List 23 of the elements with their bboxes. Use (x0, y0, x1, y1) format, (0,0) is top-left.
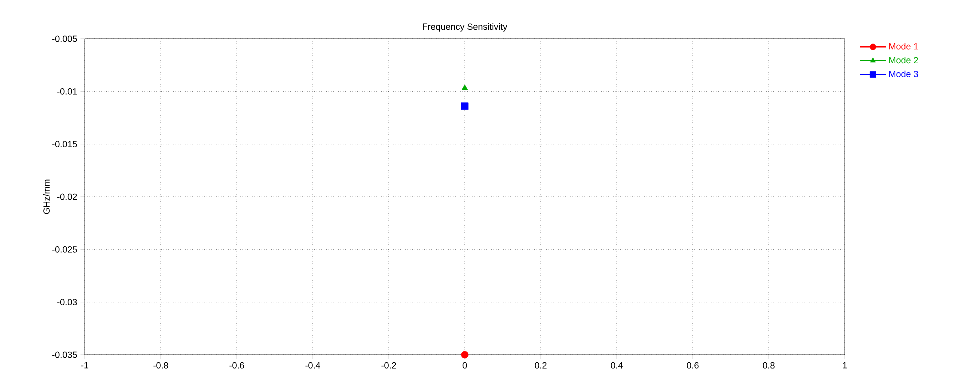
legend-label: Mode 1 (890, 43, 918, 50)
y-axis-title: GHz/mm (43, 180, 50, 214)
x-tick-label: 0.4 (611, 362, 623, 369)
x-tick-label: 0.2 (535, 362, 547, 369)
y-tick-label: -0.015 (52, 141, 78, 148)
y-tick-label: -0.03 (58, 299, 78, 306)
x-tick-label: -0.4 (306, 362, 320, 369)
x-tick-label: 0.6 (687, 362, 699, 369)
x-tick-label: 0 (462, 362, 468, 369)
x-tick-label: -0.2 (382, 362, 396, 369)
legend-label: Mode 2 (890, 57, 918, 64)
y-tick-label: -0.005 (52, 36, 78, 42)
x-tick-label: 0.8 (763, 362, 775, 369)
x-tick-label: -1 (81, 362, 89, 369)
x-tick-label: 1 (843, 362, 848, 369)
x-tick-label: -0.6 (230, 362, 244, 369)
y-tick-label: -0.01 (58, 88, 78, 95)
y-tick-label: -0.02 (58, 194, 78, 200)
x-tick-label: -0.8 (154, 362, 168, 369)
chart-title: Frequency Sensitivity (423, 23, 508, 32)
y-tick-label: -0.025 (52, 246, 78, 253)
legend-label: Mode 3 (890, 70, 918, 78)
y-tick-label: -0.035 (52, 352, 78, 358)
